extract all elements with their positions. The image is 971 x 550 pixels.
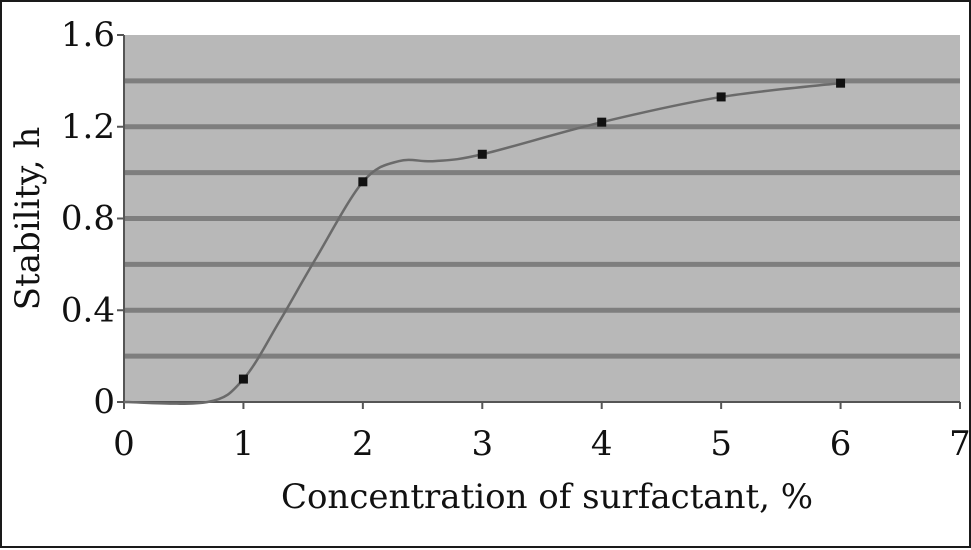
data-point [836, 78, 846, 88]
gridlines [124, 78, 960, 359]
data-point [358, 177, 368, 187]
x-tick-labels: 0 1 2 3 4 5 6 7 [113, 424, 971, 464]
y-tick-label: 0.4 [61, 290, 115, 330]
y-axis-title: Stability, h [8, 127, 48, 310]
data-markers [238, 78, 846, 384]
x-tick-label: 2 [352, 424, 374, 464]
y-tick-labels: 0 0.4 0.8 1.2 1.6 [61, 15, 115, 422]
x-tick-label: 6 [830, 424, 852, 464]
x-tick-label: 5 [710, 424, 732, 464]
y-tick-label: 0.8 [61, 199, 115, 239]
x-tick-label: 4 [591, 424, 613, 464]
y-tick-label: 1.6 [61, 15, 115, 55]
x-axis-title: Concentration of surfactant, % [281, 477, 813, 517]
x-tick-label: 3 [471, 424, 493, 464]
x-tick-label: 1 [233, 424, 255, 464]
y-tick-label: 0 [93, 382, 115, 422]
data-point [238, 374, 248, 384]
data-point [597, 117, 607, 127]
data-point [477, 149, 487, 159]
axes [117, 34, 961, 409]
data-point [716, 92, 726, 102]
x-tick-label: 7 [949, 424, 971, 464]
y-tick-label: 1.2 [61, 107, 115, 147]
x-tick-label: 0 [113, 424, 135, 464]
